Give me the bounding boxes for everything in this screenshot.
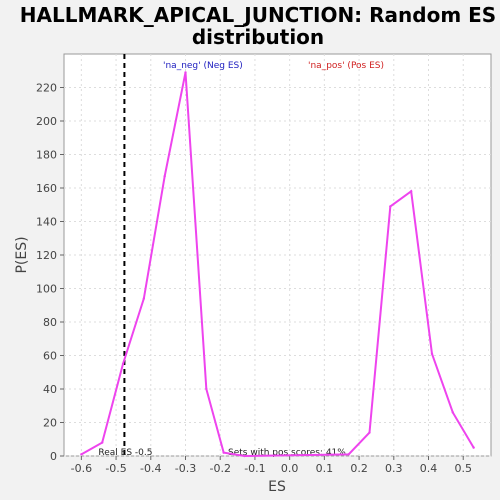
data-point <box>368 431 371 434</box>
x-tick-label: 0.4 <box>420 462 438 475</box>
data-point <box>205 387 208 391</box>
data-point <box>222 451 225 454</box>
y-tick-label: 200 <box>36 115 57 128</box>
y-tick-label: 100 <box>36 283 57 296</box>
x-tick-label: -0.1 <box>244 462 265 475</box>
y-tick-label: 20 <box>43 417 57 430</box>
real-es-label: Real ES -0.5 <box>98 448 152 458</box>
x-axis-ticks: -0.6 -0.5 -0.4 -0.3 -0.2 -0.1 0.0 0.1 0.2 0.3 0.4 0… <box>71 456 472 475</box>
y-tick-label: 40 <box>43 383 57 396</box>
data-point <box>100 441 104 444</box>
y-tick-label: 180 <box>36 149 57 162</box>
x-axis-label: ES <box>268 479 286 495</box>
y-tick-label: 160 <box>36 182 57 195</box>
data-point <box>163 175 166 178</box>
series-line <box>80 72 475 458</box>
data-point <box>451 411 455 414</box>
data-point <box>430 352 434 356</box>
x-tick-label: -0.2 <box>209 462 230 475</box>
chart-title-line1: HALLMARK_APICAL_JUNCTION: Random ES <box>20 3 496 27</box>
y-tick-label: 140 <box>36 216 57 229</box>
chart-title-line2: distribution <box>192 25 324 49</box>
x-tick-label: 0.5 <box>454 462 472 475</box>
y-tick-label: 80 <box>43 316 57 329</box>
y-tick-label: 220 <box>36 82 57 95</box>
y-axis-label: P(ES) <box>14 236 30 273</box>
data-point <box>409 190 413 193</box>
legend-neg: 'na_neg' (Neg ES) <box>163 61 243 71</box>
y-tick-label: 0 <box>50 450 57 463</box>
x-tick-label: -0.5 <box>105 462 126 475</box>
data-point <box>80 453 83 456</box>
legend-pos: 'na_pos' (Pos ES) <box>308 61 384 71</box>
x-tick-label: -0.6 <box>71 462 92 475</box>
y-tick-label: 120 <box>36 249 57 262</box>
data-point <box>243 454 246 458</box>
pos-scores-annotation: Sets with pos scores: 41% <box>228 448 346 458</box>
data-point <box>184 71 187 74</box>
x-tick-label: 0.3 <box>385 462 403 475</box>
x-tick-label: -0.4 <box>140 462 161 475</box>
x-tick-label: 0.0 <box>281 462 299 475</box>
x-tick-label: 0.1 <box>316 462 334 475</box>
x-tick-label: -0.3 <box>175 462 196 475</box>
x-tick-label: 0.2 <box>350 462 368 475</box>
y-axis-ticks: 0 20 40 60 80 100 120 140 160 180 200 220 <box>36 82 64 463</box>
data-point <box>389 205 392 208</box>
data-point <box>472 446 475 449</box>
plot-area <box>63 53 492 457</box>
y-tick-label: 60 <box>43 350 57 363</box>
data-point <box>347 453 350 456</box>
data-point <box>142 297 146 300</box>
series-group <box>80 71 475 458</box>
data-point <box>121 362 125 366</box>
